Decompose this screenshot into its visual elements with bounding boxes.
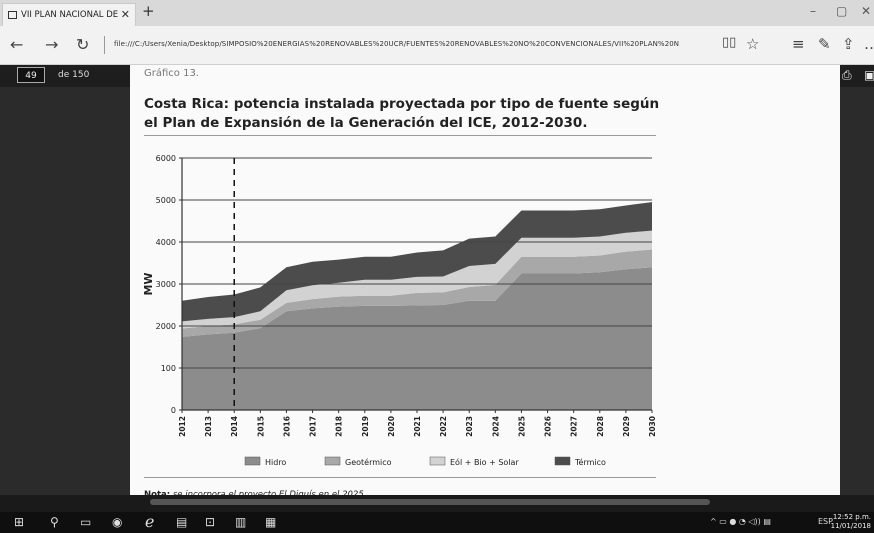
legend-swatch-geot-rmico [325, 457, 340, 465]
legend-label-t-rmico: Térmico [574, 457, 606, 467]
x-tick-label-2026: 2026 [544, 416, 553, 437]
x-tick-label-2022: 2022 [439, 416, 448, 437]
web-note-icon[interactable]: ✎ [818, 35, 831, 53]
stacked-area-chart: 0 100 2000 3000 4000 5000 6000 MW 2012 2013 2014 20… [130, 145, 840, 475]
x-tick-label-2014: 2014 [230, 416, 239, 437]
taskbar: ⊞ ⚲ ▭ ◉ ℯ ▤ ⊡ ▥ ▦ ^ ▭ ● ◔ ◁)) ▤ ESP 12:5… [0, 512, 874, 533]
figure-label: Gráfico 13. [144, 68, 199, 79]
horizontal-scrollbar[interactable] [0, 495, 874, 512]
x-tick-label-2020: 2020 [387, 416, 396, 437]
more-icon[interactable]: … [864, 35, 874, 53]
x-tick-label-2016: 2016 [282, 416, 291, 437]
x-tick-label-2025: 2025 [517, 416, 526, 437]
x-tick-label-2017: 2017 [309, 416, 318, 437]
powerpoint-icon[interactable]: ▦ [265, 515, 276, 529]
word-icon[interactable]: ▥ [235, 515, 246, 529]
clock[interactable]: 12:52 p.m. 11/01/2018 [831, 513, 871, 531]
search-icon[interactable]: ⚲ [50, 515, 59, 529]
y-tick-label-6000: 6000 [156, 154, 176, 163]
clock-date: 11/01/2018 [831, 522, 871, 531]
edge-icon[interactable]: ℯ [145, 512, 154, 531]
x-tick-label-2028: 2028 [596, 416, 605, 437]
address-bar: ← → ↻ file:///C:/Users/Xenia/Desktop/SIM… [0, 26, 874, 65]
minimize-icon[interactable]: – [810, 4, 816, 18]
x-tick-label-2013: 2013 [204, 416, 213, 437]
x-tick-label-2021: 2021 [413, 416, 422, 437]
maximize-icon[interactable]: ▢ [836, 4, 847, 18]
refresh-icon[interactable]: ↻ [76, 35, 89, 54]
tab-bar: VII PLAN NACIONAL DE ✕ + – ▢ ✕ [0, 0, 874, 26]
title-rule [144, 135, 656, 136]
page-number-input[interactable]: 49 [17, 67, 45, 83]
chart-title-line2: el Plan de Expansión de la Generación de… [144, 114, 664, 133]
back-icon[interactable]: ← [10, 35, 23, 54]
page-icon [8, 11, 17, 19]
save-icon[interactable]: ▣ [864, 68, 874, 82]
y-tick-label-3000: 3000 [156, 280, 176, 289]
print-icon[interactable]: ⎙ [842, 68, 852, 83]
x-tick-label-2012: 2012 [178, 416, 187, 437]
x-tick-label-2030: 2030 [648, 416, 657, 437]
tab-pdf[interactable]: VII PLAN NACIONAL DE ✕ [2, 3, 136, 26]
start-icon[interactable]: ⊞ [14, 515, 24, 529]
page-total: de 150 [58, 70, 89, 80]
chart-title-line1: Costa Rica: potencia instalada proyectad… [144, 95, 664, 114]
tray-icons[interactable]: ^ ▭ ● ◔ ◁)) ▤ [710, 517, 771, 526]
chrome-icon[interactable]: ◉ [112, 515, 122, 529]
x-tick-label-2029: 2029 [622, 416, 631, 437]
note-rule [144, 477, 656, 478]
task-view-icon[interactable]: ▭ [80, 515, 91, 529]
legend-swatch-hidro [245, 457, 260, 465]
x-tick-label-2015: 2015 [256, 416, 265, 437]
new-tab-icon[interactable]: + [142, 2, 155, 20]
reading-view-icon[interactable]: ▯▯ [722, 35, 736, 50]
legend-swatch-e-l-bio-solar [430, 457, 445, 465]
store-icon[interactable]: ⊡ [205, 515, 215, 529]
y-axis-label: MW [142, 272, 155, 295]
forward-icon[interactable]: → [45, 35, 58, 54]
x-tick-label-2027: 2027 [570, 416, 579, 437]
pdf-page: Gráfico 13. Costa Rica: potencia instala… [130, 65, 840, 495]
legend-swatch-t-rmico [555, 457, 570, 465]
x-tick-label-2023: 2023 [465, 416, 474, 437]
legend-label-e-l-bio-solar: Eól + Bio + Solar [450, 457, 519, 467]
share-icon[interactable]: ⇪ [842, 35, 855, 53]
hub-icon[interactable]: ≡ [792, 35, 805, 53]
y-tick-label-1000: 100 [161, 364, 176, 373]
y-tick-label-0: 0 [171, 406, 176, 415]
close-window-icon[interactable]: ✕ [861, 4, 871, 18]
legend-label-hidro: Hidro [265, 458, 286, 467]
legend-label-geot-rmico: Geotérmico [345, 457, 392, 467]
address-separator [104, 36, 105, 54]
clock-time: 12:52 p.m. [831, 513, 871, 522]
favorite-star-icon[interactable]: ☆ [746, 35, 759, 53]
x-tick-label-2018: 2018 [335, 416, 344, 437]
url-field[interactable]: file:///C:/Users/Xenia/Desktop/SIMPOSIO%… [114, 40, 714, 48]
x-tick-label-2024: 2024 [491, 416, 500, 437]
chart-title: Costa Rica: potencia instalada proyectad… [144, 95, 664, 133]
y-tick-label-5000: 5000 [156, 196, 176, 205]
close-tab-icon[interactable]: ✕ [121, 8, 130, 21]
scroll-thumb[interactable] [150, 499, 710, 505]
tab-title: VII PLAN NACIONAL DE [21, 10, 118, 20]
y-tick-label-4000: 4000 [156, 238, 176, 247]
x-tick-label-2019: 2019 [361, 416, 370, 437]
explorer-icon[interactable]: ▤ [176, 515, 187, 529]
y-tick-label-2000: 2000 [156, 322, 176, 331]
